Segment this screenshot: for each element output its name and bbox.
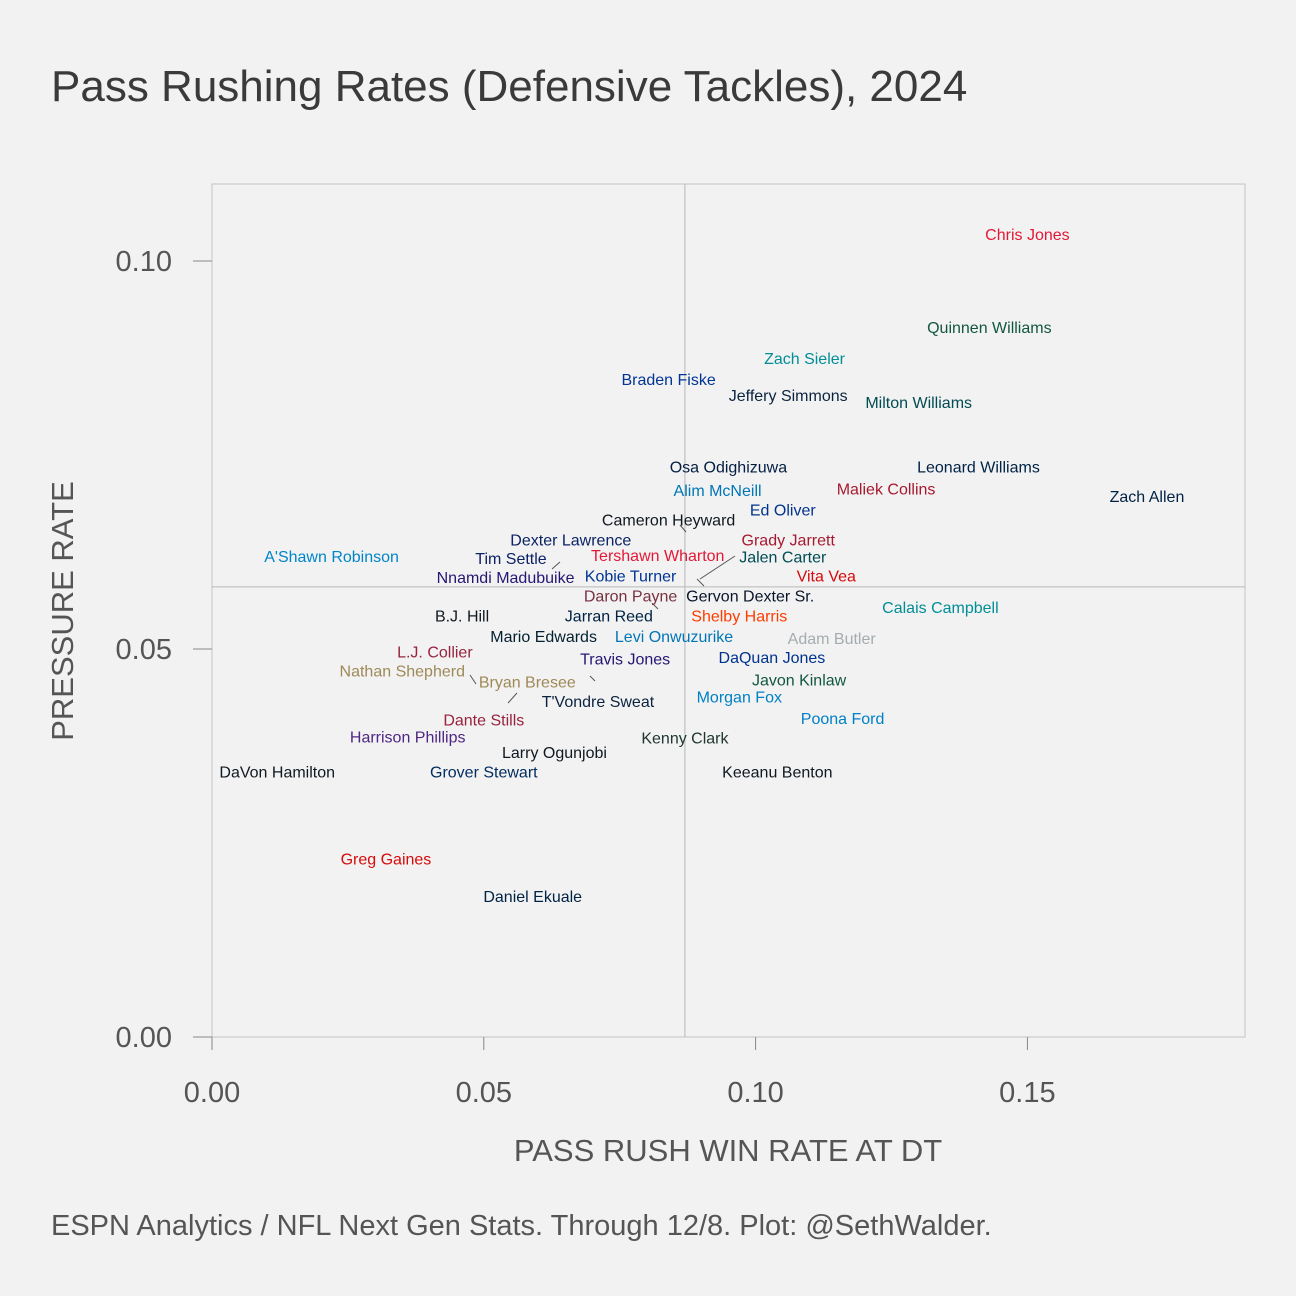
x-tick-label: 0.05 [456,1077,512,1109]
leader-line [589,675,596,682]
player-label: Chris Jones [985,227,1069,244]
player-label: Keeanu Benton [722,765,832,782]
player-label: Javon Kinlaw [752,672,847,689]
player-label: Larry Ogunjobi [502,745,607,762]
player-label: Grady Jarrett [742,533,836,550]
player-label: Shelby Harris [691,609,787,626]
player-label: Levi Onwuzurike [615,629,733,646]
player-label: Adam Butler [788,631,877,648]
player-label: Harrison Phillips [350,730,466,747]
caption: ESPN Analytics / NFL Next Gen Stats. Thr… [51,1210,992,1242]
x-tick-label: 0.15 [999,1077,1055,1109]
player-label: Poona Ford [801,711,885,728]
player-label: Kenny Clark [641,730,729,747]
player-label: Dexter Lawrence [510,533,631,550]
chart-title: Pass Rushing Rates (Defensive Tackles), … [51,62,968,111]
player-label: Osa Odighizuwa [670,460,787,477]
label-leader-lines [469,524,736,704]
plot-panel [211,183,1246,1038]
player-label: Travis Jones [580,651,670,668]
leader-line [507,692,518,704]
leader-line [699,555,736,580]
player-label: Leonard Williams [917,460,1040,477]
player-label: Cameron Heyward [602,512,735,529]
player-label: Quinnen Williams [927,320,1051,337]
leader-line [696,578,705,587]
x-tick-label: 0.10 [727,1077,783,1109]
player-label: Braden Fiske [621,372,715,389]
player-label: Jeffery Simmons [729,388,848,405]
player-label: Zach Allen [1110,489,1185,506]
leader-line [651,602,659,610]
player-label: Gervon Dexter Sr. [686,588,814,605]
y-tick-label: 0.00 [116,1022,172,1054]
leader-line [679,524,687,533]
player-label: Bryan Bresee [479,675,576,692]
player-label: Kobie Turner [585,568,677,585]
player-label: Zach Sieler [764,351,846,368]
leader-line [469,674,477,685]
y-tick-label: 0.10 [116,246,172,278]
x-tick-label: 0.00 [184,1077,240,1109]
leader-line [551,561,561,570]
player-label: DaQuan Jones [719,650,826,667]
player-label: Ed Oliver [750,502,816,519]
player-label: Morgan Fox [697,689,782,706]
player-label: Tershawn Wharton [591,548,724,565]
player-label: A'Shawn Robinson [264,549,399,566]
point-labels: Chris Jones Quinnen Williams Zach Sieler Br… [219,227,1184,906]
player-label: DaVon Hamilton [219,765,335,782]
y-axis-title: PRESSURE RATE [45,481,80,741]
player-label: Jarran Reed [565,609,653,626]
player-label: Milton Williams [865,395,972,412]
player-label: Daniel Ekuale [483,889,582,906]
player-label: Alim McNeill [674,483,762,500]
player-label: Grover Stewart [430,765,538,782]
player-label: Dante Stills [443,713,524,730]
player-label: Nathan Shepherd [340,664,465,681]
player-label: Greg Gaines [341,852,432,869]
player-label: Maliek Collins [837,481,936,498]
player-label: Calais Campbell [882,600,999,617]
player-label: Jalen Carter [739,550,827,567]
axes: 0.00 0.05 0.10 0.15 0.00 0.05 0.10 [116,246,1056,1109]
player-label: Nnamdi Madubuike [437,570,575,587]
player-label: Tim Settle [475,551,547,568]
player-label: L.J. Collier [397,644,473,661]
player-label: B.J. Hill [435,609,489,626]
player-label: Vita Vea [797,568,856,585]
x-axis-title: PASS RUSH WIN RATE AT DT [514,1133,942,1168]
player-label: Mario Edwards [490,629,597,646]
player-label: Daron Payne [584,588,677,605]
y-tick-label: 0.05 [116,634,172,666]
player-label: T'Vondre Sweat [542,694,655,711]
